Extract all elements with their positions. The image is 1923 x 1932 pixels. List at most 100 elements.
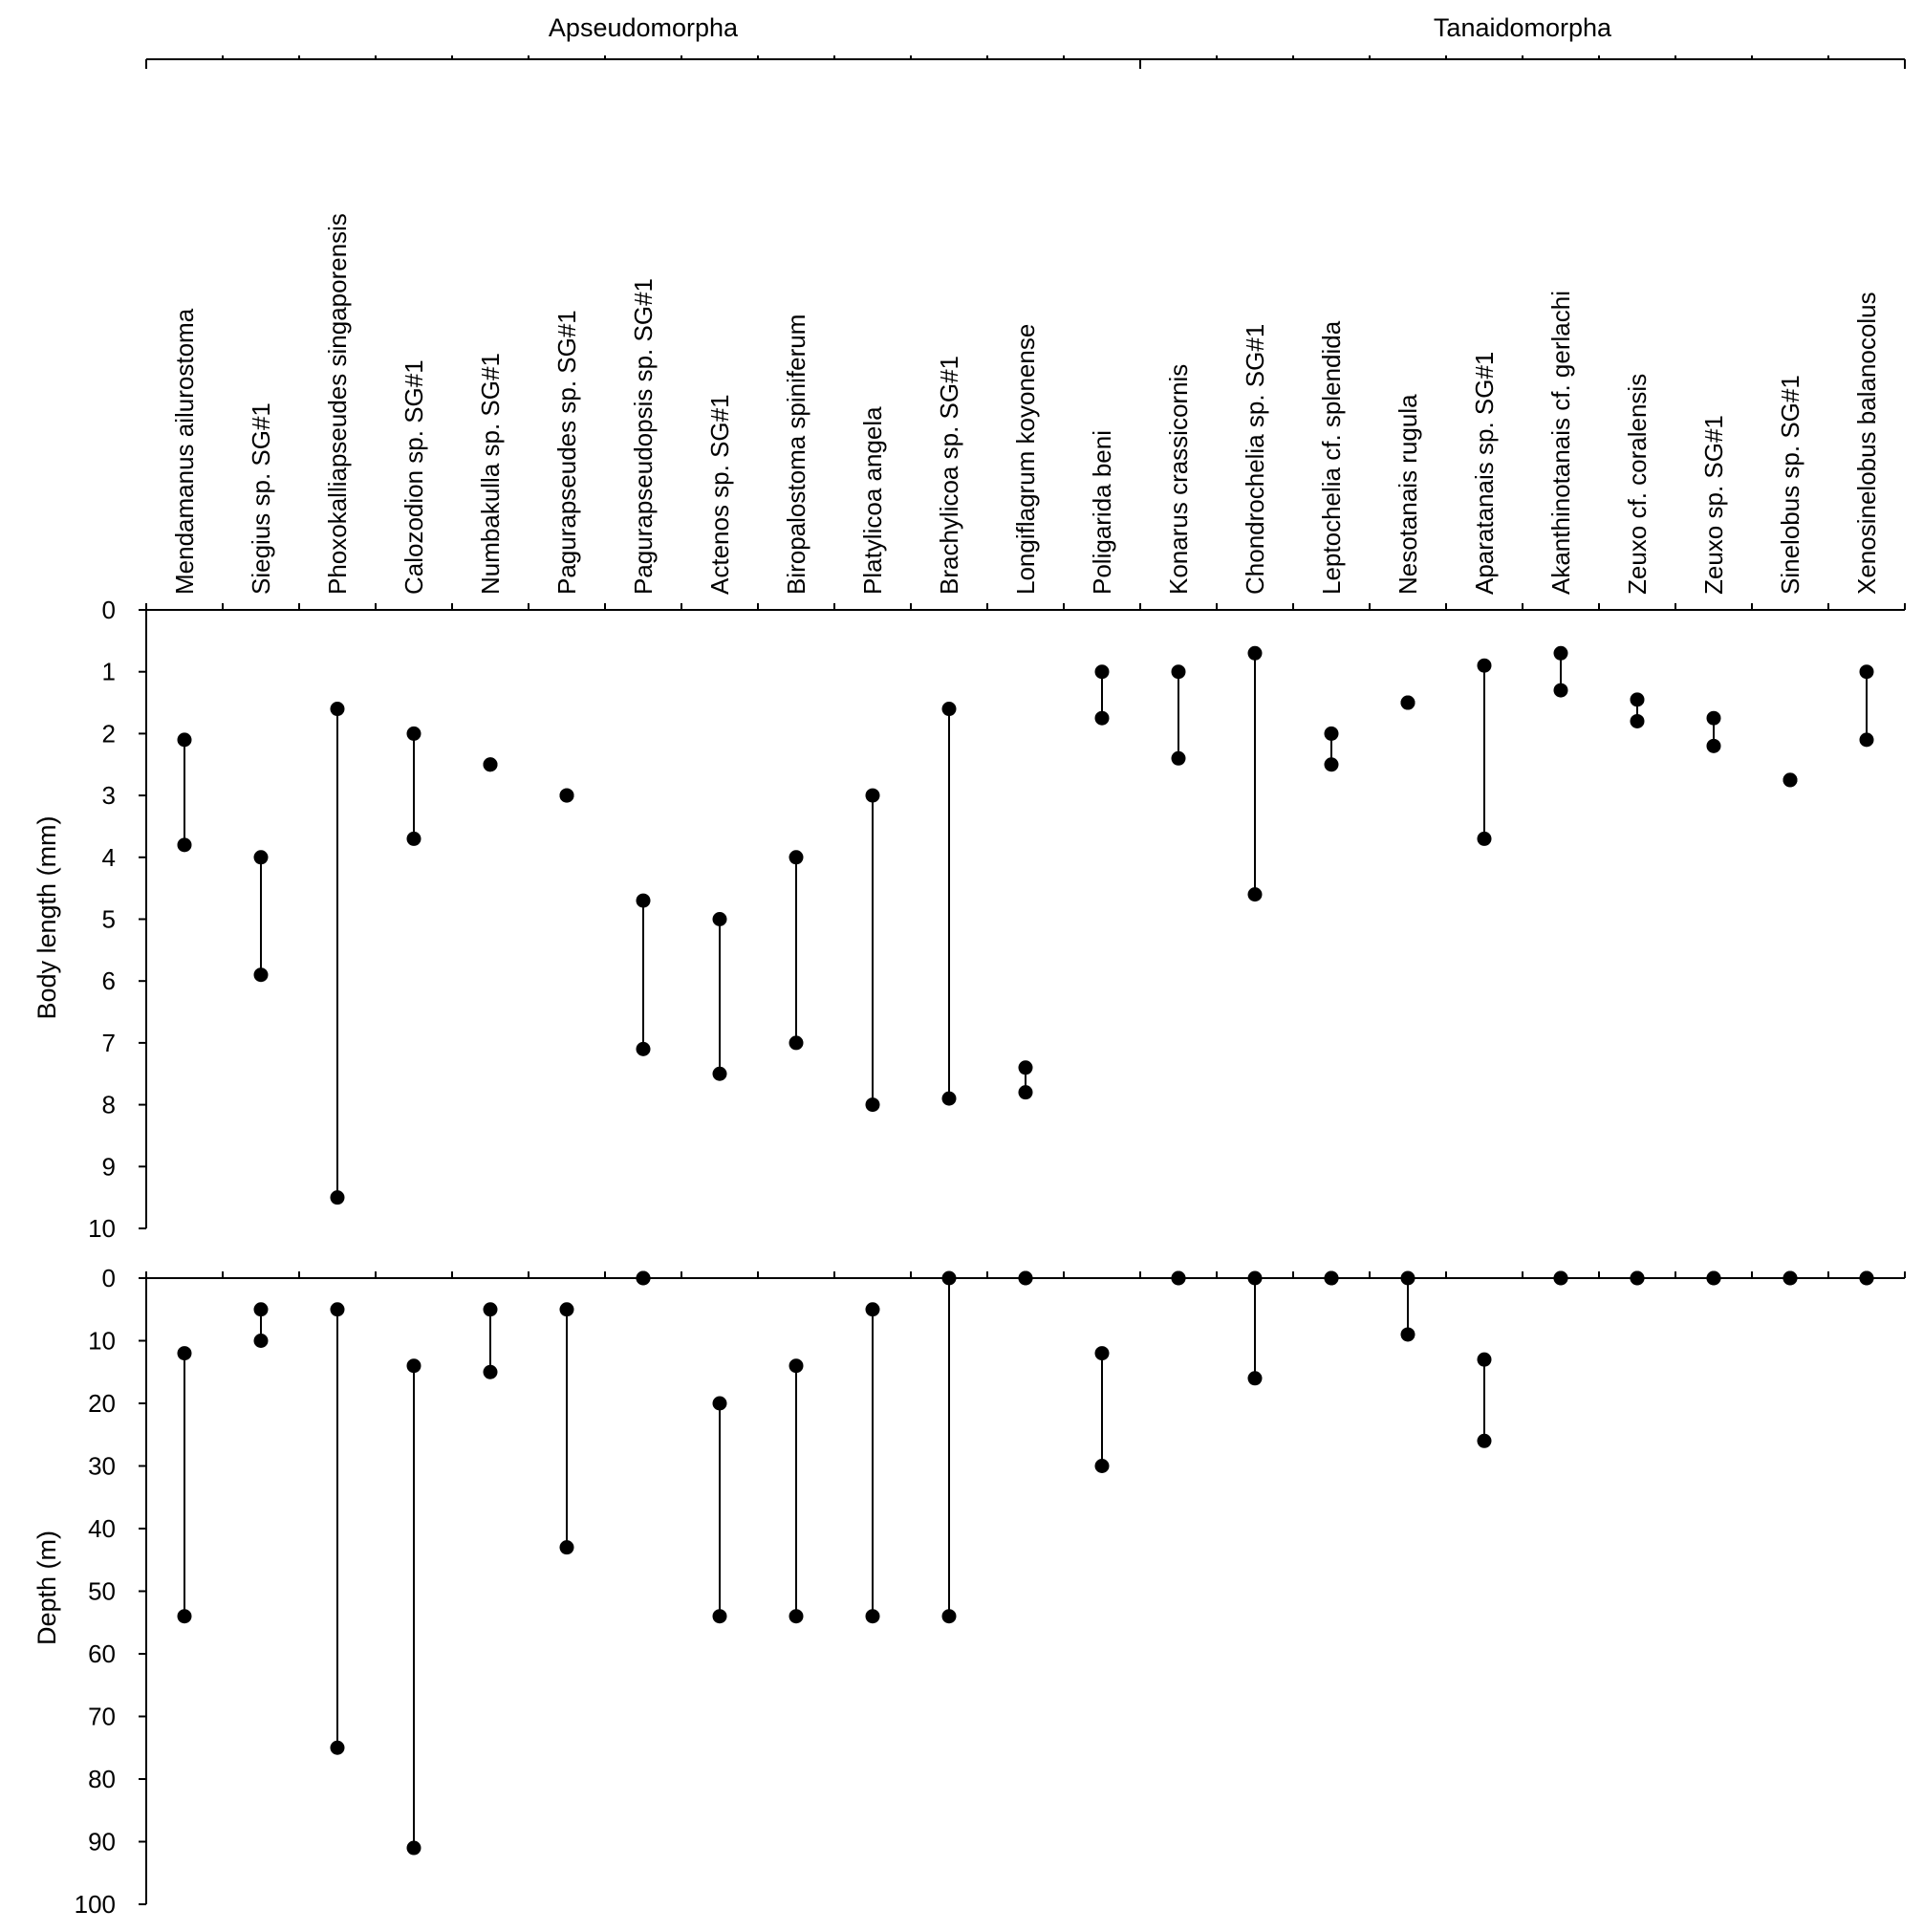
depth-range-max-point [1324, 1270, 1339, 1286]
body-length-y-tick-label: 7 [102, 1029, 116, 1057]
body-length-range-max-point [1018, 1085, 1033, 1100]
body-length-range-max-point [253, 967, 269, 983]
depth-y-tick-label: 0 [102, 1264, 116, 1292]
depth-range-min-point [253, 1302, 269, 1317]
species-label: Zeuxo sp. SG#1 [1699, 415, 1728, 595]
body-length-range-max-point [941, 1091, 957, 1106]
depth-range-max-point [1018, 1270, 1033, 1286]
depth-range-max-point [865, 1609, 880, 1624]
body-length-range-min-point [1859, 664, 1874, 680]
depth-range-min-point [1094, 1346, 1110, 1361]
depth-range-max-point [1706, 1270, 1721, 1286]
species-label: Biropalostoma spiniferum [782, 315, 810, 595]
species-label: Leptochelia cf. splendida [1317, 320, 1346, 595]
species-label: Siegius sp. SG#1 [247, 402, 275, 595]
depth-y-tick-label: 100 [75, 1890, 116, 1919]
depth-range-min-point [865, 1302, 880, 1317]
species-label: Nesotanais rugula [1394, 394, 1422, 595]
species-label: Calozodion sp. SG#1 [400, 359, 428, 595]
depth-axis-title: Depth (m) [32, 1530, 61, 1645]
body-length-range-max-point [712, 1066, 727, 1081]
depth-range-min-point [1400, 1270, 1415, 1286]
body-length-range-max-point [559, 788, 574, 803]
depth-range-max-point [1553, 1270, 1568, 1286]
body-length-axis-title: Body length (mm) [32, 815, 61, 1019]
body-length-range-min-point [1630, 692, 1645, 707]
body-length-range-min-point [941, 702, 957, 717]
depth-y-tick-label: 60 [88, 1639, 116, 1668]
depth-range-max-point [1783, 1270, 1798, 1286]
body-length-range-max-point [406, 831, 421, 846]
depth-range-max-point [253, 1334, 269, 1348]
body-length-range-max-point [1553, 683, 1568, 698]
depth-range-min-point [177, 1346, 192, 1361]
body-length-range-max-point [1247, 887, 1263, 902]
depth-range-min-point [330, 1302, 345, 1317]
species-label: Zeuxo cf. coralensis [1623, 374, 1652, 595]
depth-range-min-point [941, 1270, 957, 1286]
body-length-range-min-point [1018, 1060, 1033, 1075]
depth-range-max-point [177, 1609, 192, 1624]
body-length-range-max-point [1706, 738, 1721, 753]
body-length-range-max-point [483, 757, 498, 772]
depth-range-max-point [330, 1740, 345, 1755]
body-length-range-min-point [177, 732, 192, 748]
depth-y-tick-label: 40 [88, 1514, 116, 1543]
body-length-y-tick-label: 6 [102, 966, 116, 995]
species-label: Akanthinotanais cf. gerlachi [1546, 291, 1575, 595]
depth-range-min-point [1247, 1270, 1263, 1286]
species-label: Pagurapseudopsis sp. SG#1 [629, 278, 658, 595]
body-length-range-min-point [712, 912, 727, 926]
body-length-y-tick-label: 8 [102, 1091, 116, 1119]
body-length-y-tick-label: 5 [102, 905, 116, 934]
body-length-y-tick-label: 10 [88, 1214, 116, 1243]
depth-range-max-point [1477, 1433, 1492, 1448]
body-length-range-min-point [789, 850, 804, 865]
body-length-range-max-point [1477, 831, 1492, 846]
body-length-range-min-point [1706, 710, 1721, 726]
depth-range-max-point [789, 1609, 804, 1624]
depth-y-tick-label: 80 [88, 1765, 116, 1793]
body-length-range-max-point [1859, 732, 1874, 748]
body-length-range-max-point [1630, 713, 1645, 728]
depth-range-min-point [559, 1302, 574, 1317]
species-label: Numbakulla sp. SG#1 [476, 353, 505, 595]
body-length-range-max-point [1171, 750, 1186, 766]
depth-range-max-point [1630, 1270, 1645, 1286]
depth-range-max-point [1400, 1327, 1415, 1342]
depth-range-min-point [1477, 1352, 1492, 1367]
body-length-range-min-point [1094, 664, 1110, 680]
body-length-y-tick-label: 9 [102, 1152, 116, 1181]
body-length-range-min-point [406, 726, 421, 741]
species-label: Konarus crassicornis [1164, 364, 1193, 595]
group-bracket-layer: Apseudomorpha Tanaidomorpha [145, 13, 1906, 69]
depth-panel: 0 10 20 30 40 50 60 70 80 90 100 Depth (m) [32, 1264, 1906, 1919]
depth-y-tick-label: 20 [88, 1389, 116, 1418]
depth-y-tick-label: 30 [88, 1452, 116, 1481]
body-length-range-max-point [789, 1035, 804, 1051]
body-length-y-tick-label: 2 [102, 719, 116, 748]
species-label: Poligarida beni [1088, 430, 1116, 595]
body-length-panel: 0 1 2 3 4 5 6 7 8 9 10 Body length (mm) [32, 596, 1906, 1243]
depth-y-tick-label: 50 [88, 1577, 116, 1606]
group-label: Apseudomorpha [549, 13, 739, 42]
body-length-range-min-point [1553, 645, 1568, 661]
depth-range-max-point [1171, 1270, 1186, 1286]
species-label: Phoxokalliapseudes singaporensis [323, 213, 352, 595]
depth-range-max-point [712, 1609, 727, 1624]
depth-range-max-point [1094, 1459, 1110, 1473]
depth-range-max-point [559, 1540, 574, 1555]
body-length-range-max-point [636, 1041, 651, 1056]
species-label: Aparatanais sp. SG#1 [1470, 352, 1499, 595]
body-length-range-max-point [1783, 772, 1798, 788]
body-length-range-max-point [1324, 757, 1339, 772]
species-label: Sinelobus sp. SG#1 [1776, 375, 1804, 595]
body-length-range-min-point [1477, 658, 1492, 673]
body-length-range-min-point [1324, 726, 1339, 741]
body-length-range-min-point [1171, 664, 1186, 680]
depth-range-max-point [941, 1609, 957, 1624]
body-length-y-tick-label: 3 [102, 781, 116, 810]
depth-y-tick-label: 10 [88, 1327, 116, 1356]
body-length-range-min-point [865, 788, 880, 803]
